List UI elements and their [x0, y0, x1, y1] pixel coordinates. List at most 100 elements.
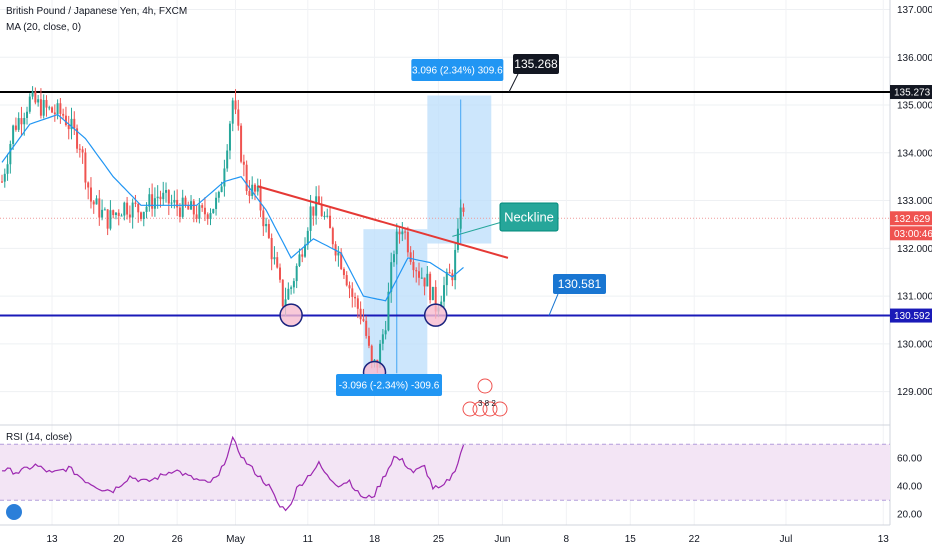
candle-body: [304, 244, 307, 257]
candle-body: [6, 164, 9, 174]
candle-body: [429, 273, 432, 301]
candle-body: [153, 198, 156, 209]
candle-body: [434, 286, 437, 312]
candle-body: [101, 209, 104, 218]
time-tick-label: 22: [689, 534, 701, 545]
candle-body: [84, 152, 87, 183]
candle-body: [340, 252, 343, 270]
candle-body: [67, 125, 70, 130]
candle-body: [290, 287, 293, 289]
price-tick-label: 130.000: [897, 339, 932, 350]
candle-body: [73, 118, 76, 129]
price-tick-label: 133.000: [897, 196, 932, 207]
candle-body: [329, 215, 332, 229]
candle-body: [265, 223, 268, 227]
candle-body: [103, 209, 106, 211]
upper-measure-box: [427, 95, 492, 244]
candle-body: [156, 196, 159, 199]
candle-body: [159, 196, 162, 200]
symbol-title[interactable]: British Pound / Japanese Yen, 4h, FXCM: [6, 6, 188, 17]
rsi-line: [1, 435, 465, 512]
candle-body: [151, 194, 154, 209]
candle-body: [231, 100, 234, 124]
candle-body: [184, 197, 187, 206]
candle-body: [248, 191, 251, 196]
candle-body: [306, 230, 309, 245]
candle-body: [148, 194, 151, 207]
time-tick-label: 13: [46, 534, 58, 545]
rsi-tick-label: 60.00: [897, 454, 922, 465]
measure-boxes: [363, 95, 492, 378]
rsi-tick-label: 20.00: [897, 510, 922, 521]
time-tick-label: 20: [113, 534, 125, 545]
candle-body: [39, 99, 42, 116]
candle-body: [106, 209, 109, 229]
candle-body: [337, 252, 340, 256]
candle-body: [462, 207, 465, 212]
candle-body: [367, 335, 370, 346]
candle-body: [440, 301, 443, 308]
candle-body: [273, 257, 276, 260]
candle-body: [14, 125, 17, 130]
candle-body: [448, 272, 451, 274]
candle-body: [170, 202, 173, 204]
candle-body: [301, 254, 304, 257]
candle-body: [259, 185, 262, 211]
support-badge: 130.592: [894, 311, 931, 322]
candle-body: [392, 254, 395, 263]
candle-body: [345, 275, 348, 286]
resistance-callout-box: [513, 54, 559, 74]
candle-body: [201, 205, 204, 208]
rsi-series: [1, 435, 465, 512]
candle-body: [142, 211, 145, 220]
candle-body: [420, 277, 423, 279]
resistance-callout-pointer: [508, 73, 519, 93]
candle-body: [323, 215, 326, 217]
candle-body: [53, 112, 56, 115]
candle-body: [331, 228, 334, 245]
event-marker-icon: [482, 401, 498, 417]
candle-body: [406, 232, 409, 253]
candle-body: [459, 207, 462, 229]
candle-body: [412, 261, 415, 271]
price-badges: 135.273 132.629 03:00:46 130.592: [890, 85, 932, 323]
candle-body: [31, 91, 34, 97]
upper-measure-label: 3.096 (2.34%) 309.6: [412, 66, 503, 77]
candle-body: [456, 228, 459, 250]
candle-body: [215, 197, 218, 209]
chart-grid: [0, 0, 891, 526]
candle-body: [212, 208, 215, 214]
candle-body: [134, 202, 137, 204]
tradingview-logo-icon[interactable]: [6, 504, 22, 520]
price-tick-label: 136.000: [897, 53, 932, 64]
candle-body: [56, 103, 59, 115]
candle-body: [312, 206, 315, 216]
candle-body: [415, 270, 418, 272]
candle-body: [20, 118, 23, 125]
upper-measure-label-box: [411, 59, 504, 81]
candle-body: [81, 149, 84, 153]
rsi-legend[interactable]: RSI (14, close): [6, 432, 73, 443]
candle-body: [240, 125, 243, 162]
candle-body: [217, 191, 220, 198]
candle-body: [42, 99, 45, 116]
candle-body: [98, 198, 101, 218]
candle-body: [370, 345, 373, 363]
candle-body: [287, 288, 290, 300]
axes: 137.000 136.000 135.000 134.000 133.000 132.0…: [46, 5, 932, 545]
candle-body: [34, 91, 37, 103]
candle-body: [165, 190, 168, 193]
candle-body: [365, 320, 368, 336]
candle-body: [137, 203, 140, 213]
time-tick-label: Jul: [780, 534, 793, 545]
candle-body: [51, 107, 54, 113]
price-tick-label: 129.000: [897, 387, 932, 398]
candle-body: [418, 271, 420, 278]
candle-body: [167, 190, 170, 204]
ma-legend[interactable]: MA (20, close, 0): [6, 22, 82, 33]
candle-body: [298, 254, 301, 266]
candle-body: [126, 202, 129, 215]
candle-body: [356, 298, 359, 309]
candle-body: [228, 123, 231, 151]
